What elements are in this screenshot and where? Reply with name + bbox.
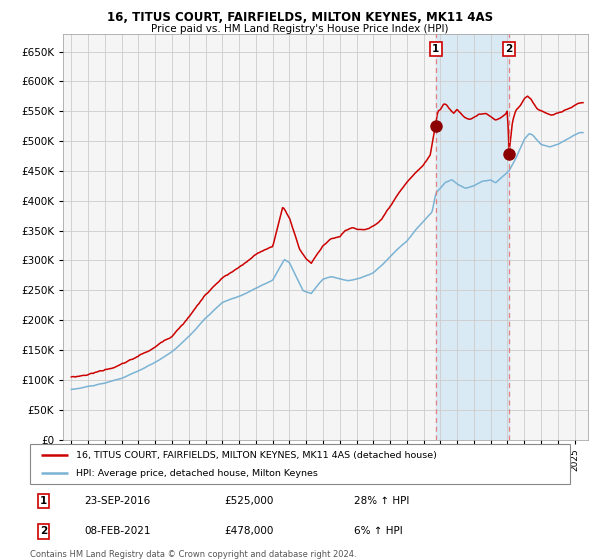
Text: Contains HM Land Registry data © Crown copyright and database right 2024.
This d: Contains HM Land Registry data © Crown c…	[30, 550, 356, 560]
Text: HPI: Average price, detached house, Milton Keynes: HPI: Average price, detached house, Milt…	[76, 469, 318, 478]
Text: 23-SEP-2016: 23-SEP-2016	[84, 496, 150, 506]
Text: 28% ↑ HPI: 28% ↑ HPI	[354, 496, 409, 506]
Text: 1: 1	[432, 44, 439, 54]
Bar	[436, 34, 509, 440]
Text: 2: 2	[40, 526, 47, 536]
Text: £478,000: £478,000	[224, 526, 274, 536]
Text: Price paid vs. HM Land Registry's House Price Index (HPI): Price paid vs. HM Land Registry's House …	[151, 24, 449, 34]
Text: 1: 1	[40, 496, 47, 506]
Text: 2: 2	[506, 44, 513, 54]
Text: £525,000: £525,000	[224, 496, 274, 506]
Text: 08-FEB-2021: 08-FEB-2021	[84, 526, 151, 536]
Text: 16, TITUS COURT, FAIRFIELDS, MILTON KEYNES, MK11 4AS (detached house): 16, TITUS COURT, FAIRFIELDS, MILTON KEYN…	[76, 451, 437, 460]
Text: 16, TITUS COURT, FAIRFIELDS, MILTON KEYNES, MK11 4AS: 16, TITUS COURT, FAIRFIELDS, MILTON KEYN…	[107, 11, 493, 24]
Text: 6% ↑ HPI: 6% ↑ HPI	[354, 526, 403, 536]
